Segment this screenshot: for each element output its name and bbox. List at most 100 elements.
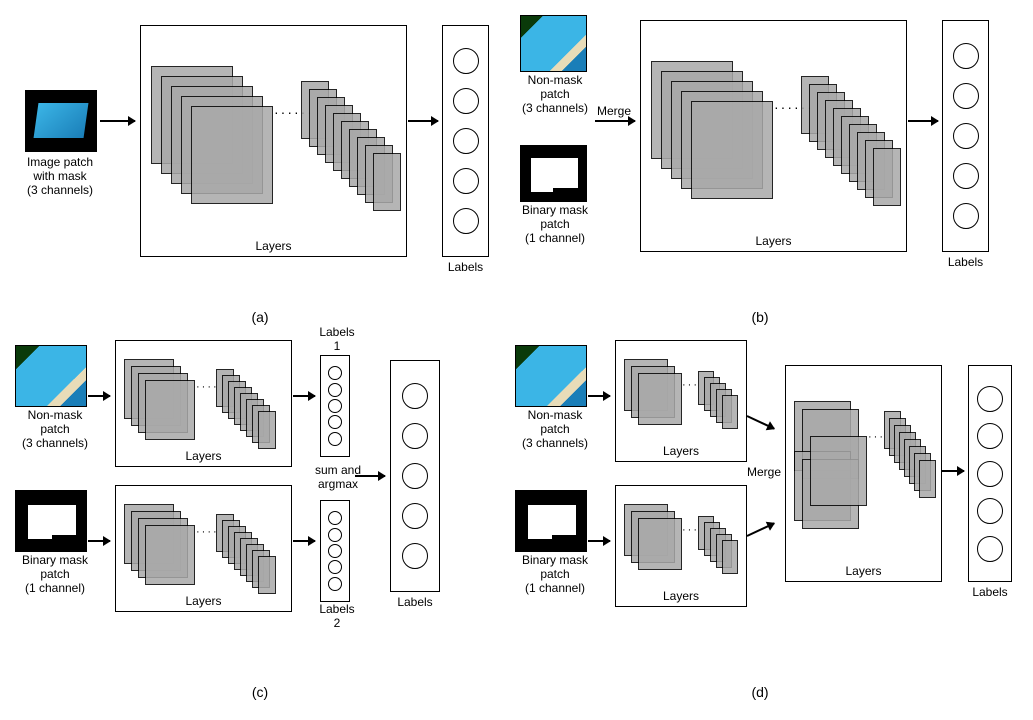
arrow-icon xyxy=(908,120,938,122)
panel-c: Non-maskpatch(3 channels) ···· Layers xyxy=(10,335,510,695)
panel-c-layers2-box: ···· Layers xyxy=(115,485,292,612)
output-node xyxy=(328,560,342,574)
panel-b-labels-caption: Labels xyxy=(943,255,988,269)
output-circles xyxy=(443,26,488,256)
panel-c-input1-label: Non-maskpatch(3 channels) xyxy=(10,408,100,450)
panel-d-layers1-caption: Layers xyxy=(616,444,746,458)
panel-d-layers1-box: ··· Layers xyxy=(615,340,747,462)
binary-mask-image xyxy=(520,145,587,202)
output-node xyxy=(953,83,979,109)
panel-d-input1-label: Non-maskpatch(3 channels) xyxy=(510,408,600,450)
panel-d-layers2-box: ··· Layers xyxy=(615,485,747,607)
panel-b: Non-maskpatch(3 channels) Binary maskpat… xyxy=(510,10,1010,320)
arrow-icon xyxy=(100,120,135,122)
output-node xyxy=(977,536,1003,562)
arrow-icon xyxy=(588,395,610,397)
panel-c-final-labels-box: Labels xyxy=(390,360,440,592)
output-node xyxy=(402,463,428,489)
output-node xyxy=(953,203,979,229)
ellipsis-icon: ··· xyxy=(682,379,699,391)
output-node xyxy=(953,43,979,69)
panel-a-layers-caption: Layers xyxy=(141,239,406,253)
panel-c-caption: (c) xyxy=(10,684,510,700)
panel-d-layers3-caption: Layers xyxy=(786,564,941,578)
output-node xyxy=(328,399,342,413)
ellipsis-icon: ··· xyxy=(682,524,699,536)
output-node xyxy=(977,423,1003,449)
output-node xyxy=(953,123,979,149)
arrow-icon xyxy=(88,540,110,542)
output-node xyxy=(453,128,479,154)
panel-c-labels1-caption: Labels1 xyxy=(317,325,357,353)
panel-b-caption: (b) xyxy=(510,309,1010,325)
output-node xyxy=(402,543,428,569)
output-node xyxy=(977,461,1003,487)
panel-c-combine-label: sum andargmax xyxy=(310,463,366,491)
output-node xyxy=(328,366,342,380)
figure-row-1: Image patchwith mask(3 channels) ······ xyxy=(10,10,1023,320)
panel-a-input-label: Image patchwith mask(3 channels) xyxy=(10,155,110,197)
output-node xyxy=(328,415,342,429)
panel-c-layers2-caption: Layers xyxy=(116,594,291,608)
arrow-icon xyxy=(747,522,775,536)
panel-b-labels-box: Labels xyxy=(942,20,989,252)
output-circles xyxy=(969,366,1011,581)
panel-c-labels2-caption: Labels2 xyxy=(317,602,357,630)
ellipsis-icon: ··· xyxy=(868,431,885,443)
panel-c-labels1-box xyxy=(320,355,350,457)
output-node xyxy=(402,503,428,529)
pool-nonmask-image xyxy=(15,345,87,407)
labels2-circles xyxy=(321,501,349,601)
output-node xyxy=(453,88,479,114)
panel-a: Image patchwith mask(3 channels) ······ xyxy=(10,10,510,320)
panel-c-layers1-box: ···· Layers xyxy=(115,340,292,467)
panel-d-labels-box: Labels xyxy=(968,365,1012,582)
panel-d-layers3-box: ··· Layers xyxy=(785,365,942,582)
panel-b-layers-box: ······ Layers xyxy=(640,20,907,252)
output-node xyxy=(453,208,479,234)
arrow-icon xyxy=(355,475,385,477)
panel-c-labels2-box xyxy=(320,500,350,602)
arrow-icon xyxy=(588,540,610,542)
arrow-icon xyxy=(747,415,775,429)
output-node xyxy=(953,163,979,189)
pool-masked-image xyxy=(25,90,97,152)
panel-c-layers1-caption: Layers xyxy=(116,449,291,463)
output-node xyxy=(328,577,342,591)
panel-a-labels-caption: Labels xyxy=(443,260,488,274)
binary-mask-image xyxy=(515,490,587,552)
panel-b-input1-label: Non-maskpatch(3 channels) xyxy=(510,73,600,115)
output-node xyxy=(453,48,479,74)
arrow-icon xyxy=(595,120,635,122)
panel-a-labels-box: Labels xyxy=(442,25,489,257)
output-node xyxy=(977,386,1003,412)
panel-b-input2-label: Binary maskpatch(1 channel) xyxy=(510,203,600,245)
panel-d-input2-label: Binary maskpatch(1 channel) xyxy=(510,553,600,595)
figure-row-2: Non-maskpatch(3 channels) ···· Layers xyxy=(10,335,1023,695)
panel-d-labels-caption: Labels xyxy=(969,585,1011,599)
output-node xyxy=(328,528,342,542)
output-node xyxy=(328,544,342,558)
panel-c-input2-label: Binary maskpatch(1 channel) xyxy=(10,553,100,595)
output-node xyxy=(328,432,342,446)
output-node xyxy=(328,383,342,397)
output-node xyxy=(402,423,428,449)
arrow-icon xyxy=(88,395,110,397)
final-output-circles xyxy=(391,361,439,591)
output-node xyxy=(328,511,342,525)
labels1-circles xyxy=(321,356,349,456)
output-node xyxy=(977,498,1003,524)
panel-d: Non-maskpatch(3 channels) ··· Layers xyxy=(510,335,1010,695)
arrow-icon xyxy=(408,120,438,122)
panel-a-layers-box: ······ Layers xyxy=(140,25,407,257)
pool-nonmask-image xyxy=(515,345,587,407)
panel-c-final-labels-caption: Labels xyxy=(391,595,439,609)
arrow-icon xyxy=(293,540,315,542)
merge-label: Merge xyxy=(597,104,631,118)
panel-a-caption: (a) xyxy=(10,309,510,325)
arrow-icon xyxy=(293,395,315,397)
panel-b-layers-caption: Layers xyxy=(641,234,906,248)
pool-nonmask-image xyxy=(520,15,587,72)
output-node xyxy=(453,168,479,194)
figure-container: Image patchwith mask(3 channels) ··· ··· xyxy=(10,10,1023,695)
